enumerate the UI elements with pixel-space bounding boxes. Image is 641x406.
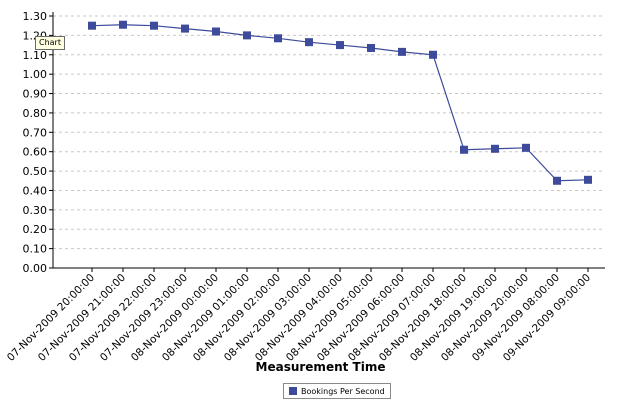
y-tick-label: 0.60 xyxy=(23,146,48,159)
y-tick-label: 0.70 xyxy=(23,126,48,139)
data-point[interactable] xyxy=(119,20,127,29)
data-point[interactable] xyxy=(274,34,282,43)
y-tick-label: 0.40 xyxy=(23,184,48,197)
data-point[interactable] xyxy=(212,27,220,36)
y-tick-label: 1.00 xyxy=(23,68,48,81)
data-point[interactable] xyxy=(181,24,189,33)
grid-lines xyxy=(53,15,605,250)
data-point[interactable] xyxy=(584,175,592,184)
y-tick-label: 1.30 xyxy=(23,10,48,23)
data-point[interactable] xyxy=(88,21,96,30)
chart-legend[interactable]: Bookings Per Second xyxy=(283,383,391,399)
y-tick-label: 0.80 xyxy=(23,107,48,120)
data-point[interactable] xyxy=(336,41,344,50)
data-point[interactable] xyxy=(460,145,468,154)
y-tick-label: 0.00 xyxy=(23,262,48,275)
y-tick-labels: 0.00 0.10 0.20 0.30 0.40 0.50 0.60 0.70 0.80 0.90… xyxy=(23,10,48,275)
y-tick-label: 1.10 xyxy=(23,49,48,62)
y-tick-label: 0.20 xyxy=(23,223,48,236)
data-point[interactable] xyxy=(522,143,530,152)
data-point[interactable] xyxy=(553,176,561,185)
data-point[interactable] xyxy=(429,50,437,59)
series-bookings-per-second[interactable] xyxy=(88,20,592,185)
legend-swatch xyxy=(289,387,297,395)
y-tick-label: 0.90 xyxy=(23,88,48,101)
data-point[interactable] xyxy=(150,21,158,30)
legend-label: Bookings Per Second xyxy=(301,386,385,396)
axes xyxy=(49,12,605,272)
y-tick-label: 0.30 xyxy=(23,204,48,217)
data-point[interactable] xyxy=(491,144,499,153)
data-point[interactable] xyxy=(243,31,251,40)
y-tick-label: 0.10 xyxy=(23,243,48,256)
y-tick-label: 0.50 xyxy=(23,165,48,178)
data-point[interactable] xyxy=(305,38,313,47)
chart-tooltip: Chart xyxy=(35,36,65,50)
data-point[interactable] xyxy=(367,43,375,52)
data-point[interactable] xyxy=(398,47,406,56)
x-axis-title: Measurement Time xyxy=(255,360,386,374)
